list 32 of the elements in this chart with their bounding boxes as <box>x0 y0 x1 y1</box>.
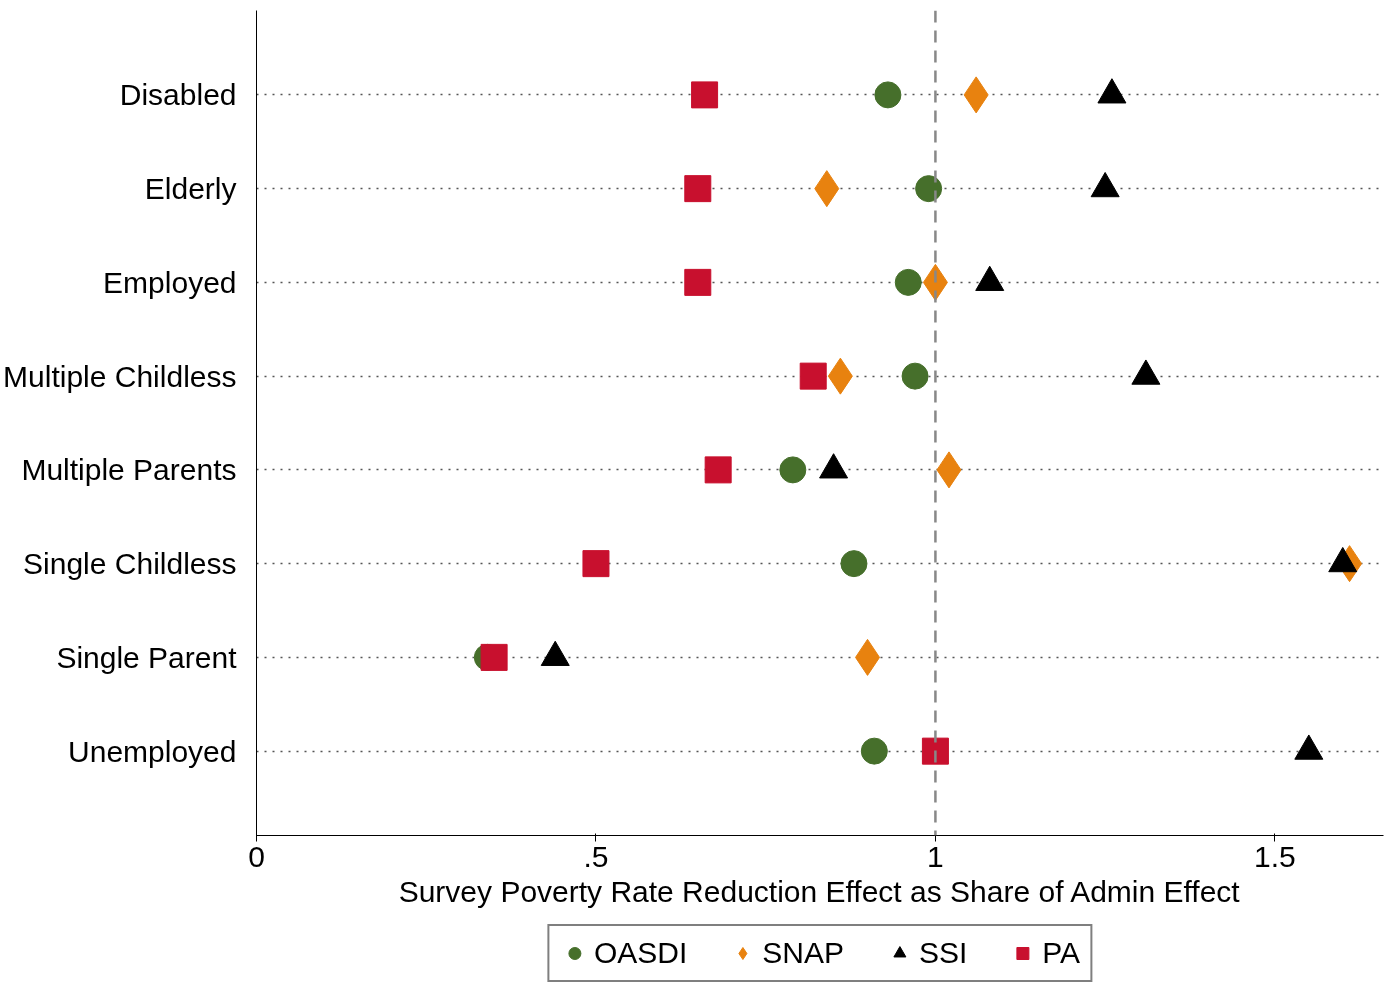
y-tick-label: Multiple Childless <box>3 359 237 393</box>
point <box>799 362 827 390</box>
point <box>901 362 929 390</box>
y-tick-label: Single Parent <box>56 640 238 674</box>
point <box>684 175 712 203</box>
point <box>704 456 732 484</box>
legend-label: PA <box>1042 936 1081 970</box>
point <box>480 643 508 671</box>
point <box>921 737 949 765</box>
point <box>840 550 868 578</box>
x-tick-label: 1 <box>927 839 944 873</box>
y-tick-label: Unemployed <box>68 734 237 768</box>
point <box>860 737 888 765</box>
point <box>684 268 712 296</box>
point <box>691 81 719 109</box>
y-tick-label: Elderly <box>144 172 237 206</box>
point <box>894 268 922 296</box>
y-tick-label: Single Childless <box>23 547 237 581</box>
point <box>874 81 902 109</box>
x-tick-label: 0 <box>248 839 265 873</box>
x-tick-label: .5 <box>583 839 609 873</box>
y-tick-label: Disabled <box>119 78 237 112</box>
point <box>915 175 943 203</box>
point <box>582 550 610 578</box>
x-axis-title: Survey Poverty Rate Reduction Effect as Share of Admin Effect <box>398 874 1241 908</box>
legend-label: SNAP <box>762 936 844 970</box>
legend-label: OASDI <box>593 936 688 970</box>
y-tick-label: Multiple Parents <box>21 453 237 487</box>
y-tick-label: Employed <box>103 265 237 299</box>
x-tick-label: 1.5 <box>1254 839 1296 873</box>
point <box>779 456 807 484</box>
legend-label: SSI <box>918 936 968 970</box>
